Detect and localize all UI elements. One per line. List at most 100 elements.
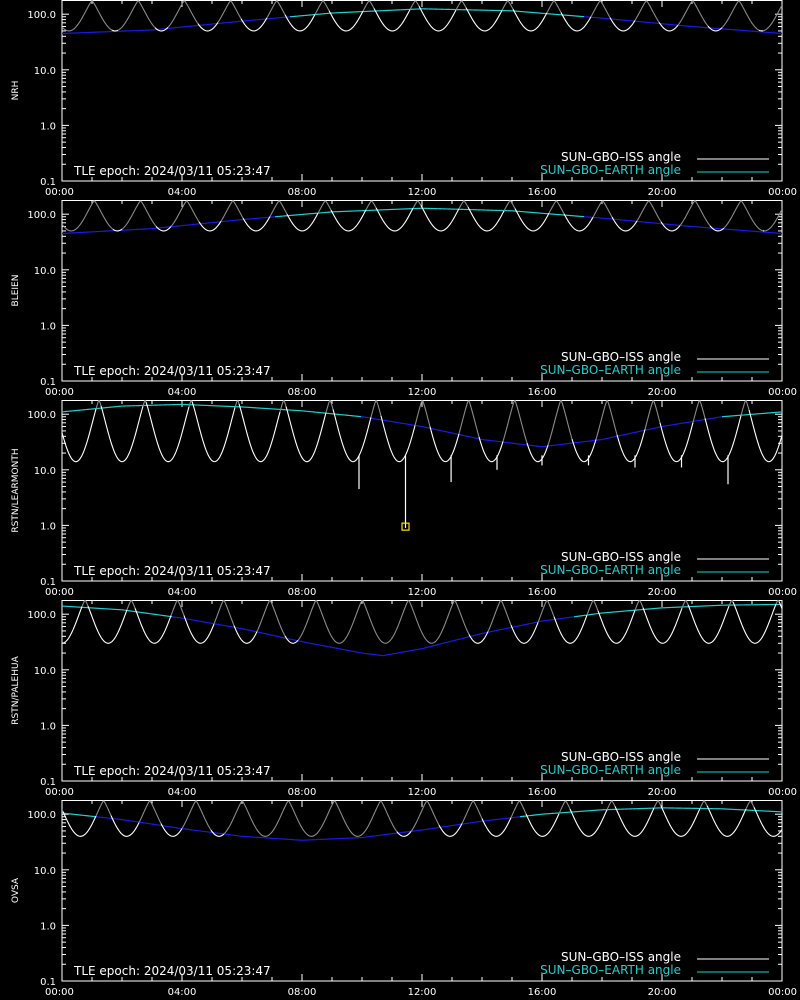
y-tick-label: 100.0 [27, 210, 56, 221]
iss-angle-series [62, 408, 97, 463]
iss-angle-series [420, 205, 460, 232]
legend-earth-label: SUN–GBO–EARTH angle [540, 963, 681, 977]
iss-angle-series [191, 401, 236, 463]
iss-angle-series [256, 600, 286, 637]
x-tick-label: 12:00 [408, 387, 437, 398]
iss-angle-series [461, 800, 483, 824]
iss-angle-series [170, 200, 200, 227]
iss-angle-series [380, 415, 416, 463]
earth-angle-series [289, 8, 585, 18]
earth-angle-series [62, 403, 362, 418]
iss-angle-series [660, 221, 681, 232]
x-tick-label: 16:00 [528, 987, 557, 998]
iss-angle-series [314, 0, 330, 15]
y-axis-label: RSTN/PALEHUA [11, 655, 21, 724]
iss-angle-series [560, 12, 592, 32]
iss-angle-series [597, 610, 636, 644]
iss-angle-series [418, 5, 457, 32]
iss-angle-series [455, 0, 467, 11]
x-tick-label: 00:00 [45, 787, 74, 798]
iss-angle-series [537, 600, 555, 623]
iss-angle-series [266, 0, 286, 18]
x-tick-label: 12:00 [408, 987, 437, 998]
iss-angle-series [595, 400, 618, 440]
y-axis-label: OVSA [11, 877, 21, 903]
chart-panel-5: 0.1 1.0 10.0 100.0 00:00 04:00 08:00 12:00 16:00… [11, 800, 797, 998]
iss-angle-series [429, 426, 460, 463]
legend-iss-label: SUN–GBO–ISS angle [561, 150, 681, 164]
iss-angle-series [653, 800, 662, 809]
iss-angle-series [111, 29, 119, 32]
iss-angle-series [362, 0, 375, 12]
x-tick-label: 08:00 [288, 387, 317, 398]
iss-angle-series [501, 0, 514, 11]
iss-angle-series [592, 200, 613, 218]
iss-angle-series [142, 400, 147, 407]
legend-earth-label: SUN–GBO–EARTH angle [540, 563, 681, 577]
iss-angle-series [677, 0, 709, 27]
x-tick-label: 08:00 [288, 187, 317, 198]
iss-angle-series [606, 800, 616, 810]
iss-angle-series [95, 400, 102, 410]
iss-angle-series [170, 600, 185, 616]
x-tick-label: 08:00 [288, 587, 317, 598]
iss-angle-series [571, 438, 597, 463]
earth-angle-series [171, 616, 575, 657]
iss-angle-series [62, 606, 83, 644]
earth-angle-series [583, 16, 782, 35]
iss-angle-series [233, 625, 258, 644]
iss-angle-series [373, 8, 411, 32]
earth-angle-series [721, 411, 782, 418]
y-tick-label: 1.0 [40, 721, 56, 732]
iss-angle-series [100, 405, 144, 463]
x-tick-label: 00:00 [768, 587, 797, 598]
iss-angle-series [414, 400, 431, 427]
iss-angle-series [681, 600, 689, 609]
tle-epoch-text: TLE epoch: 2024/03/11 05:23:47 [73, 564, 271, 578]
iss-angle-series [210, 829, 225, 837]
iss-angle-series [478, 436, 504, 463]
iss-angle-series [110, 815, 140, 837]
earth-angle-series [360, 416, 723, 448]
iss-angle-series [468, 631, 489, 644]
iss-angle-series [223, 800, 398, 837]
y-axis-label: BLEIEN [11, 275, 21, 307]
x-tick-label: 00:00 [45, 187, 74, 198]
iss-angle-series [692, 400, 706, 423]
x-tick-label: 00:00 [45, 587, 74, 598]
y-tick-label: 1.0 [40, 321, 56, 332]
iss-angle-series [279, 400, 287, 412]
y-tick-label: 0.1 [40, 177, 56, 188]
iss-angle-series [514, 208, 550, 232]
iss-angle-series [284, 14, 316, 32]
iss-angle-series [745, 800, 755, 810]
iss-angle-series [458, 400, 480, 438]
y-tick-label: 10.0 [34, 66, 56, 77]
iss-angle-series [155, 225, 172, 232]
iss-angle-series [370, 400, 382, 418]
iss-angle-series [762, 4, 782, 32]
plot-area [62, 0, 782, 35]
iss-angle-series [502, 400, 528, 444]
earth-angle-series [95, 816, 521, 841]
iss-angle-series [503, 200, 516, 212]
x-tick-label: 16:00 [528, 787, 557, 798]
x-tick-label: 00:00 [768, 987, 797, 998]
iss-angle-series [644, 400, 661, 430]
iss-angle-series [465, 7, 503, 32]
y-axis-label: NRH [11, 81, 21, 101]
iss-angle-series [467, 206, 505, 232]
iss-angle-series [721, 0, 760, 31]
iss-angle-series [547, 400, 573, 446]
chart-panel-1: 0.1 1.0 10.0 100.0 00:00 04:00 08:00 12:00 16:00… [11, 0, 797, 198]
iss-angle-series [548, 200, 565, 215]
earth-angle-series [274, 207, 585, 218]
iss-angle-series [546, 0, 562, 13]
iss-angle-series [728, 600, 734, 607]
iss-angle-series [62, 811, 97, 837]
chart-panel-3: 0.1 1.0 10.0 100.0 00:00 04:00 08:00 12:00 16:00… [11, 400, 797, 598]
iss-angle-series [723, 200, 764, 232]
x-tick-label: 04:00 [168, 587, 197, 598]
x-tick-label: 00:00 [768, 387, 797, 398]
